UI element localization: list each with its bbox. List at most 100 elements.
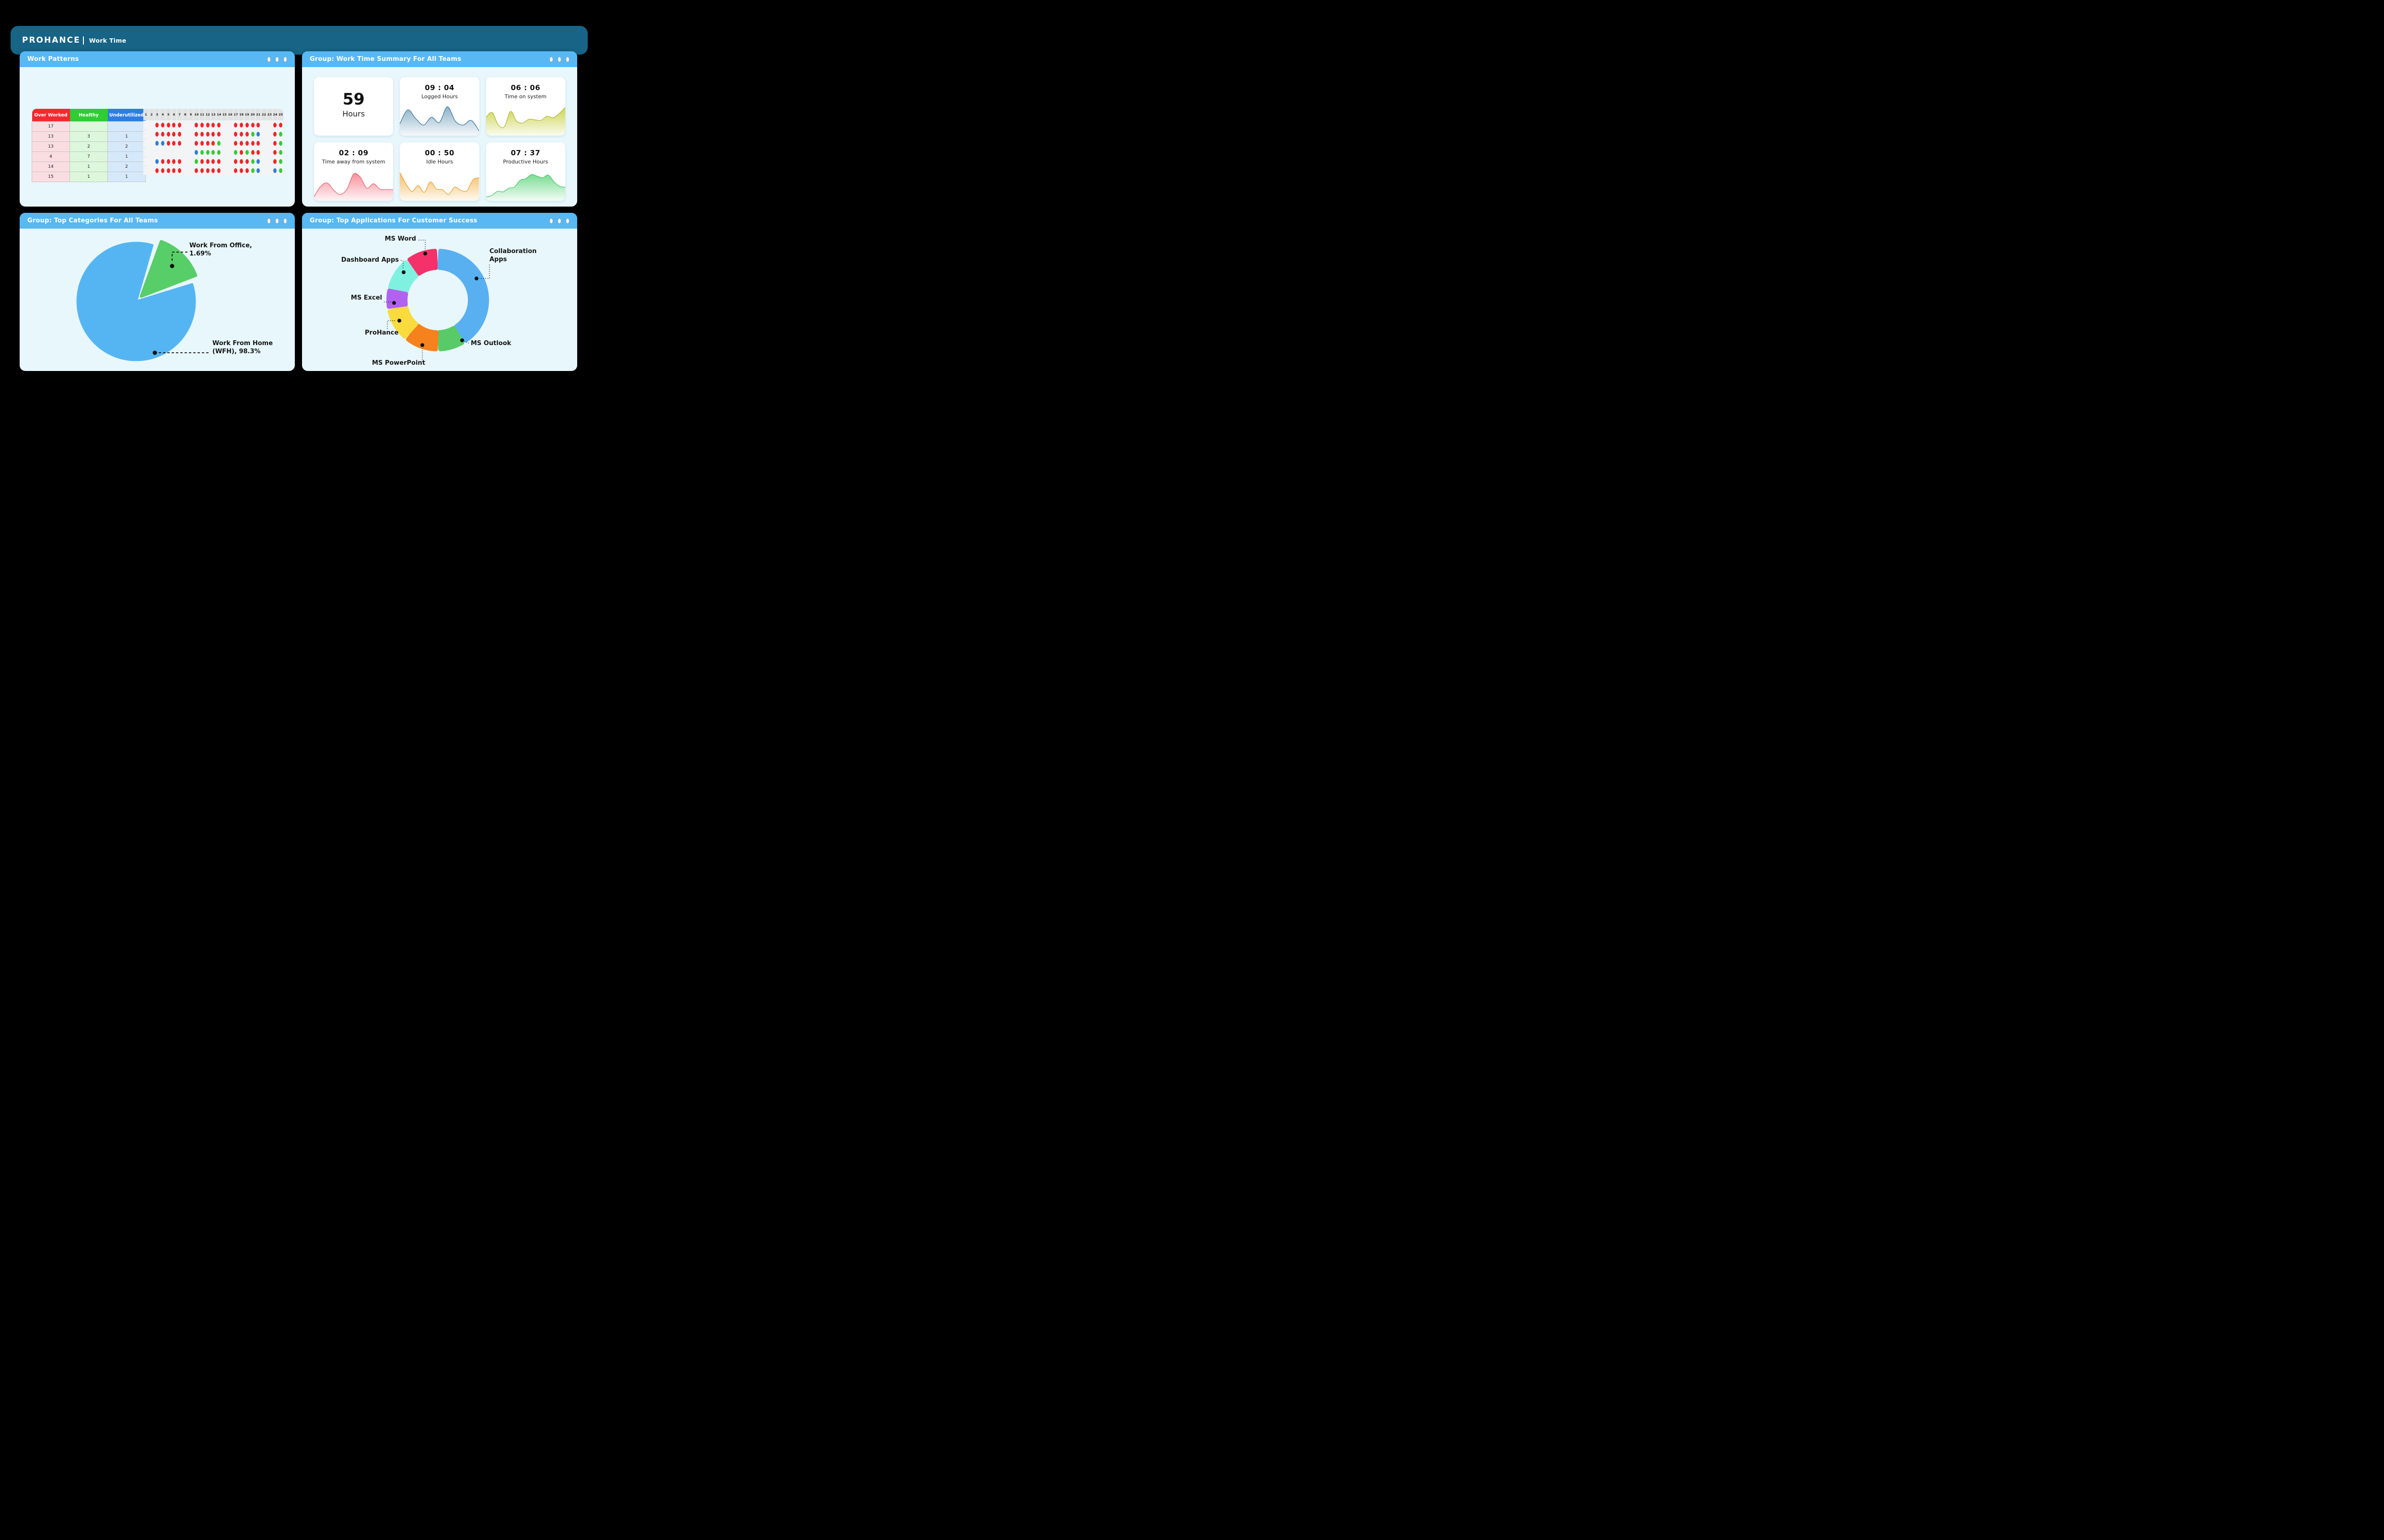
status-dot-icon — [279, 132, 283, 137]
dot-grid-cell — [233, 148, 239, 157]
dot-grid-cell — [149, 148, 154, 157]
status-dot-icon — [161, 132, 165, 137]
metric-card-productive-hours: 07 : 37 Productive Hours — [486, 142, 565, 201]
window-dot-icon[interactable] — [566, 218, 570, 224]
status-dot-icon — [279, 150, 283, 155]
day-number: 14 — [216, 109, 222, 120]
dot-grid-cell — [199, 121, 205, 129]
dot-grid-cell — [165, 166, 171, 175]
summary-cards: 59 Hours 09 : 04 Logged Hours 06 : 06 Ti… — [314, 77, 565, 201]
panel-title: Group: Work Time Summary For All Teams — [310, 56, 462, 63]
dot-grid-cell — [199, 139, 205, 148]
dot-grid-cell — [233, 121, 239, 129]
window-dot-icon[interactable] — [558, 218, 561, 224]
window-dot-icon[interactable] — [283, 218, 287, 224]
dot-grid-cell — [216, 157, 222, 166]
dot-grid-cell — [183, 139, 188, 148]
dot-grid-row — [143, 148, 283, 157]
status-dot-icon — [256, 141, 260, 146]
window-dot-icon[interactable] — [267, 218, 271, 224]
dot-grid-cell — [177, 157, 183, 166]
dot-grid-cell — [222, 157, 227, 166]
dot-grid-cell — [183, 157, 188, 166]
dot-grid-cell — [250, 157, 256, 166]
window-dot-icon[interactable] — [275, 56, 279, 62]
status-dot-icon — [251, 132, 255, 137]
window-dot-icon[interactable] — [275, 218, 279, 224]
table-cell — [70, 121, 108, 132]
table-cell — [107, 121, 146, 132]
dot-grid-cell — [261, 121, 267, 129]
day-number: 4 — [160, 109, 165, 120]
day-number: 10 — [194, 109, 199, 120]
status-dot-icon — [273, 141, 277, 146]
window-controls — [549, 56, 570, 62]
dot-grid-cell — [261, 157, 267, 166]
status-dot-icon — [155, 141, 159, 146]
table-cell: 1 — [70, 172, 108, 182]
status-dot-icon — [240, 123, 244, 127]
categories-pie-chart — [76, 240, 210, 361]
status-dot-icon — [155, 159, 159, 164]
metric-value: 09 : 04 — [425, 83, 454, 92]
window-dot-icon[interactable] — [558, 56, 561, 62]
status-dot-icon — [155, 123, 159, 127]
status-dot-icon — [211, 159, 215, 164]
dot-grid-cell — [160, 157, 165, 166]
status-dot-icon — [251, 168, 255, 173]
work-patterns-table-body: 17 13 3 1 13 2 2 4 7 1 14 1 2 15 1 1 — [32, 121, 146, 182]
table-cell: 4 — [32, 151, 70, 162]
status-dot-icon — [206, 132, 209, 137]
attendance-dot-grid: 1 2 3 4 5 6 7 8 9 10 11 12 13 14 15 16 17 18 19 20 21 22 23 24 2… — [143, 109, 283, 175]
status-dot-icon — [240, 141, 244, 146]
metric-label: Hours — [342, 109, 365, 118]
metric-value: 06 : 06 — [511, 83, 541, 92]
panel-header: Work Patterns — [20, 51, 295, 67]
productive-hours-area-chart — [486, 174, 565, 201]
dot-grid-cell — [188, 157, 194, 166]
status-dot-icon — [178, 168, 182, 173]
status-dot-icon — [200, 159, 204, 164]
window-dot-icon[interactable] — [283, 56, 287, 62]
window-dot-icon[interactable] — [566, 56, 570, 62]
dot-grid-cell — [210, 121, 216, 129]
dot-grid-cell — [261, 166, 267, 175]
window-dot-icon[interactable] — [267, 56, 271, 62]
dot-grid-cell — [160, 148, 165, 157]
dot-grid-cell — [160, 130, 165, 139]
status-dot-icon — [279, 159, 283, 164]
dot-grid-cell — [272, 148, 278, 157]
dot-grid-cell — [154, 166, 160, 175]
app-header-band: PROHANCE Work Time — [11, 26, 588, 55]
dot-grid-cell — [210, 166, 216, 175]
dot-grid-row — [143, 139, 283, 148]
status-dot-icon — [211, 123, 215, 127]
dot-grid-cell — [261, 139, 267, 148]
day-number: 25 — [278, 109, 283, 120]
status-dot-icon — [251, 159, 255, 164]
metric-value: 59 — [342, 90, 365, 108]
window-dot-icon[interactable] — [549, 218, 553, 224]
dot-grid-cell — [177, 139, 183, 148]
pie-label-work-from-home: Work From Home (WFH), 98.3% — [212, 340, 273, 355]
dot-grid-cell — [171, 148, 177, 157]
dot-grid-cell — [149, 157, 154, 166]
status-dot-icon — [166, 123, 170, 127]
dot-grid-cell — [149, 121, 154, 129]
window-controls — [267, 218, 287, 224]
dot-grid-cell — [278, 130, 283, 139]
dot-grid-cell — [227, 121, 233, 129]
dot-grid-cell — [194, 121, 199, 129]
dot-grid-cell — [177, 166, 183, 175]
status-dot-icon — [234, 168, 238, 173]
status-dot-icon — [234, 141, 238, 146]
dot-grid-cell — [194, 148, 199, 157]
dot-grid-cell — [267, 157, 272, 166]
dot-grid-cell — [239, 157, 244, 166]
metric-value: 07 : 37 — [511, 149, 541, 157]
dot-grid-cell — [154, 157, 160, 166]
status-dot-icon — [211, 168, 215, 173]
window-dot-icon[interactable] — [549, 56, 553, 62]
metric-card-time-on-system: 06 : 06 Time on system — [486, 77, 565, 136]
donut-label-prohance: ProHance — [365, 329, 399, 336]
